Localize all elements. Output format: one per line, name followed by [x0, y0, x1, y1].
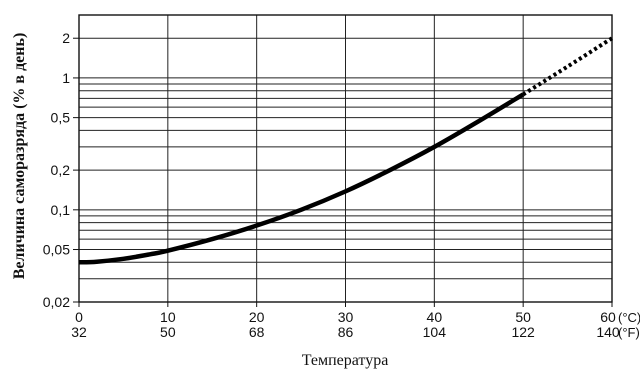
x-tick-label-f: 140 [596, 324, 620, 340]
x-tick-label-f: 68 [249, 324, 265, 340]
discharge-curve [78, 92, 525, 265]
x-unit-celsius: (°C) [618, 310, 640, 325]
x-tick-label-f: 104 [423, 324, 447, 340]
x-tick-label-f: 122 [511, 324, 535, 340]
grid [78, 14, 613, 303]
y-tick-label: 0,5 [51, 110, 71, 126]
y-tick-label: 0,05 [43, 242, 70, 258]
x-tick-label-f: 86 [338, 324, 354, 340]
y-axis-ticks: 0,02 0,05 0,1 0,2 0,5 1 2 [43, 30, 79, 310]
y-tick-label: 0,1 [51, 202, 71, 218]
x-tick-label-c: 20 [249, 309, 265, 325]
y-tick-label: 0,2 [51, 162, 71, 178]
x-axis-label: Температура [302, 352, 389, 369]
x-tick-label-c: 30 [338, 309, 354, 325]
x-tick-label-f: 32 [71, 324, 87, 340]
x-unit-fahrenheit: (°F) [618, 325, 640, 340]
y-tick-label: 0,02 [43, 294, 70, 310]
extrapolated-curve [522, 36, 614, 97]
x-tick-label-c: 40 [427, 309, 443, 325]
y-tick-label: 1 [62, 70, 70, 86]
x-tick-label-f: 50 [160, 324, 176, 340]
y-tick-label: 2 [62, 30, 70, 46]
x-tick-label-c: 10 [160, 309, 176, 325]
x-tick-label-c: 50 [515, 309, 531, 325]
x-tick-label-c: 0 [75, 309, 83, 325]
y-axis-label: Величина саморазряда (% в день) [11, 33, 28, 280]
x-tick-label-c: 60 [600, 309, 616, 325]
series-layer [78, 36, 614, 265]
